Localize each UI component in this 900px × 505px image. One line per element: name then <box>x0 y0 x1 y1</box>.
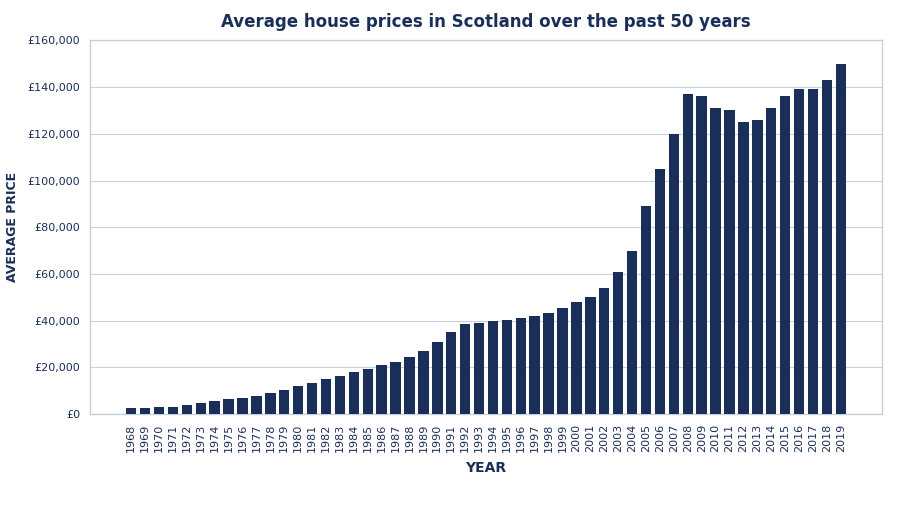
Bar <box>697 96 706 414</box>
Bar <box>182 406 192 414</box>
Bar <box>140 408 150 414</box>
Bar <box>154 408 165 414</box>
Bar <box>195 403 206 414</box>
Bar <box>307 383 318 414</box>
Bar <box>780 96 790 414</box>
Bar <box>167 407 178 414</box>
Bar <box>210 401 220 414</box>
Bar <box>807 89 818 414</box>
Bar <box>348 372 359 414</box>
Bar <box>238 398 248 414</box>
Bar <box>418 351 428 414</box>
Bar <box>404 357 415 414</box>
Bar <box>641 206 652 414</box>
Bar <box>279 390 290 414</box>
Bar <box>654 169 665 414</box>
Bar <box>320 379 331 414</box>
Bar <box>488 321 499 414</box>
Bar <box>335 376 345 414</box>
Bar <box>251 396 262 414</box>
Bar <box>822 80 832 414</box>
Title: Average house prices in Scotland over the past 50 years: Average house prices in Scotland over th… <box>221 13 751 30</box>
Bar <box>460 324 471 414</box>
Bar <box>126 408 137 414</box>
Bar <box>682 94 693 414</box>
Bar <box>376 365 387 414</box>
X-axis label: YEAR: YEAR <box>465 461 507 475</box>
Bar <box>557 308 568 414</box>
Bar <box>835 64 846 414</box>
Bar <box>544 313 554 414</box>
Bar <box>669 134 679 414</box>
Bar <box>627 250 637 414</box>
Bar <box>501 320 512 414</box>
Bar <box>293 386 303 414</box>
Bar <box>266 393 275 414</box>
Bar <box>752 120 762 414</box>
Bar <box>363 369 373 414</box>
Bar <box>473 323 484 414</box>
Bar <box>391 362 401 414</box>
Bar <box>585 297 596 414</box>
Bar <box>223 399 234 414</box>
Bar <box>794 89 805 414</box>
Bar <box>766 108 777 414</box>
Bar <box>529 316 540 414</box>
Bar <box>516 318 526 414</box>
Bar <box>710 108 721 414</box>
Bar <box>613 272 624 414</box>
Bar <box>432 342 443 414</box>
Bar <box>724 111 734 414</box>
Bar <box>599 288 609 414</box>
Bar <box>572 302 581 414</box>
Y-axis label: AVERAGE PRICE: AVERAGE PRICE <box>6 172 19 282</box>
Bar <box>738 122 749 414</box>
Bar <box>446 332 456 414</box>
